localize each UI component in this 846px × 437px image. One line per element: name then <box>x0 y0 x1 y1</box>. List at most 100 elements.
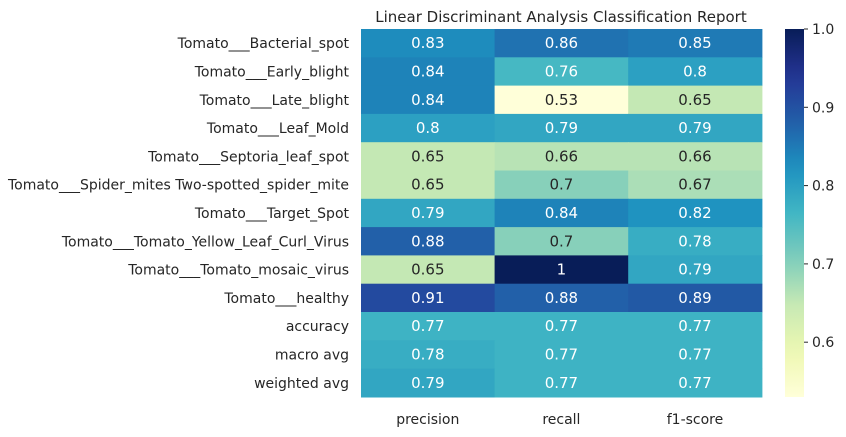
heatmap-cell <box>628 113 763 143</box>
cell-value-label: 0.77 <box>411 317 444 335</box>
heatmap-cell <box>361 113 496 143</box>
cell-value-label: 0.88 <box>545 289 578 307</box>
heatmap-cell <box>628 312 763 341</box>
cell-value-label: 0.84 <box>545 204 578 222</box>
cell-value-label: 0.79 <box>411 374 444 392</box>
row-label: weighted avg <box>254 376 349 392</box>
row-label: Tomato___Tomato_mosaic_virus <box>127 263 349 279</box>
cell-value-label: 0.77 <box>545 374 578 392</box>
row-label: Tomato___healthy <box>223 291 349 307</box>
heatmap-cell <box>361 368 496 398</box>
cell-value-label: 0.79 <box>545 119 578 137</box>
colorbar-tick-label: 0.6 <box>812 335 834 351</box>
cell-value-label: 0.67 <box>678 176 711 194</box>
heatmap-cell <box>361 85 496 115</box>
heatmap-cell <box>628 368 763 398</box>
column-label: recall <box>542 412 580 428</box>
heatmap-cell <box>361 227 496 256</box>
row-tick-labels: Tomato___Bacterial_spot Tomato___Early_bl… <box>7 36 350 392</box>
heatmap-cell <box>628 57 763 87</box>
heatmap-cell <box>628 227 763 256</box>
cell-value-label: 0.78 <box>411 345 444 363</box>
heatmap-cell <box>494 283 629 313</box>
cell-value-label: 0.84 <box>411 62 444 80</box>
cell-value-label: 0.79 <box>678 119 711 137</box>
cell-value-label: 1 <box>557 261 567 279</box>
cell-value-label: 0.53 <box>545 91 578 109</box>
colorbar-tick-label: 0.8 <box>812 179 834 195</box>
colorbar: 0.6 0.7 0.8 0.9 1.0 <box>785 22 834 397</box>
heatmap-cell <box>361 312 496 341</box>
cell-value-label: 0.65 <box>411 176 444 194</box>
column-label: f1-score <box>667 412 724 428</box>
cell-value-label: 0.77 <box>678 317 711 335</box>
cell-value-label: 0.83 <box>411 34 444 52</box>
cell-value-label: 0.77 <box>678 374 711 392</box>
heatmap-value-labels: 0.83 0.86 0.85 0.84 0.76 0.8 0.84 0.53 0.65 0.8 0.… <box>411 34 712 392</box>
column-tick-labels: precision recall f1-score <box>396 412 723 428</box>
row-label: Tomato___Bacterial_spot <box>177 36 350 52</box>
heatmap-cell <box>361 198 496 228</box>
row-label: Tomato___Target_Spot <box>194 206 350 222</box>
heatmap-cell <box>494 85 629 115</box>
cell-value-label: 0.65 <box>678 91 711 109</box>
heatmap-cell <box>494 340 629 370</box>
cell-value-label: 0.77 <box>678 345 711 363</box>
heatmap-cell <box>494 227 629 256</box>
heatmap-cell <box>494 312 629 341</box>
cell-value-label: 0.65 <box>411 147 444 165</box>
chart-title: Linear Discriminant Analysis Classificat… <box>375 8 747 26</box>
cell-value-label: 0.8 <box>416 119 440 137</box>
cell-value-label: 0.85 <box>678 34 711 52</box>
cell-value-label: 0.86 <box>545 34 578 52</box>
row-label: accuracy <box>286 319 349 335</box>
heatmap-cell <box>628 255 763 285</box>
heatmap-cell <box>361 283 496 313</box>
heatmap-cell <box>494 170 629 200</box>
cell-value-label: 0.88 <box>411 232 444 250</box>
heatmap-cell <box>628 340 763 370</box>
heatmap-cell <box>494 57 629 87</box>
heatmap-cell <box>628 170 763 200</box>
cell-value-label: 0.7 <box>549 176 573 194</box>
cell-value-label: 0.66 <box>545 147 578 165</box>
heatmap-cell <box>628 29 763 58</box>
heatmap-cell <box>628 142 763 172</box>
cell-value-label: 0.82 <box>678 204 711 222</box>
cell-value-label: 0.84 <box>411 91 444 109</box>
column-label: precision <box>396 412 459 428</box>
cell-value-label: 0.89 <box>678 289 711 307</box>
heatmap-cell <box>494 142 629 172</box>
row-label: Tomato___Late_blight <box>199 93 350 109</box>
cell-value-label: 0.7 <box>549 232 573 250</box>
heatmap-cells <box>361 29 763 398</box>
colorbar-gradient <box>785 29 804 397</box>
heatmap-cell <box>494 368 629 398</box>
heatmap-cell <box>628 85 763 115</box>
cell-value-label: 0.79 <box>411 204 444 222</box>
colorbar-tick-label: 1.0 <box>812 22 834 38</box>
cell-value-label: 0.91 <box>411 289 444 307</box>
cell-value-label: 0.77 <box>545 345 578 363</box>
row-label: Tomato___Tomato_Yellow_Leaf_Curl_Virus <box>61 234 349 250</box>
cell-value-label: 0.65 <box>411 261 444 279</box>
heatmap-cell <box>361 255 496 285</box>
heatmap-cell <box>361 57 496 87</box>
cell-value-label: 0.77 <box>545 317 578 335</box>
heatmap-cell <box>494 29 629 58</box>
cell-value-label: 0.76 <box>545 62 578 80</box>
colorbar-tick-label: 0.9 <box>812 100 834 116</box>
heatmap-cell <box>361 340 496 370</box>
heatmap-cell <box>361 29 496 58</box>
cell-value-label: 0.8 <box>683 62 707 80</box>
heatmap-cell <box>361 170 496 200</box>
row-label: Tomato___Leaf_Mold <box>206 121 349 137</box>
heatmap-cell <box>494 255 629 285</box>
row-label: Tomato___Spider_mites Two-spotted_spider… <box>7 178 349 194</box>
cell-value-label: 0.78 <box>678 232 711 250</box>
heatmap-cell <box>361 142 496 172</box>
heatmap-cell <box>628 283 763 313</box>
colorbar-tick-label: 0.7 <box>812 257 834 273</box>
row-label: Tomato___Early_blight <box>194 64 350 80</box>
